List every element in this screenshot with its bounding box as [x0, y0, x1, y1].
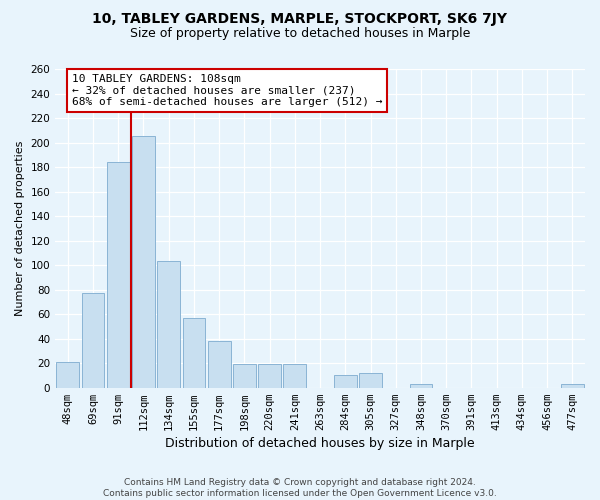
Bar — [410, 384, 433, 388]
Bar — [157, 262, 180, 388]
Bar — [233, 364, 256, 388]
Bar — [132, 136, 155, 388]
Bar — [258, 364, 281, 388]
Bar — [56, 362, 79, 388]
Bar — [107, 162, 130, 388]
Bar — [334, 376, 356, 388]
Bar — [561, 384, 584, 388]
Bar — [82, 294, 104, 388]
Y-axis label: Number of detached properties: Number of detached properties — [15, 140, 25, 316]
Bar — [208, 341, 230, 388]
Text: 10 TABLEY GARDENS: 108sqm
← 32% of detached houses are smaller (237)
68% of semi: 10 TABLEY GARDENS: 108sqm ← 32% of detac… — [71, 74, 382, 107]
Bar — [283, 364, 306, 388]
Bar — [359, 373, 382, 388]
Text: 10, TABLEY GARDENS, MARPLE, STOCKPORT, SK6 7JY: 10, TABLEY GARDENS, MARPLE, STOCKPORT, S… — [92, 12, 508, 26]
Bar — [182, 318, 205, 388]
Text: Contains HM Land Registry data © Crown copyright and database right 2024.
Contai: Contains HM Land Registry data © Crown c… — [103, 478, 497, 498]
Text: Size of property relative to detached houses in Marple: Size of property relative to detached ho… — [130, 28, 470, 40]
X-axis label: Distribution of detached houses by size in Marple: Distribution of detached houses by size … — [165, 437, 475, 450]
